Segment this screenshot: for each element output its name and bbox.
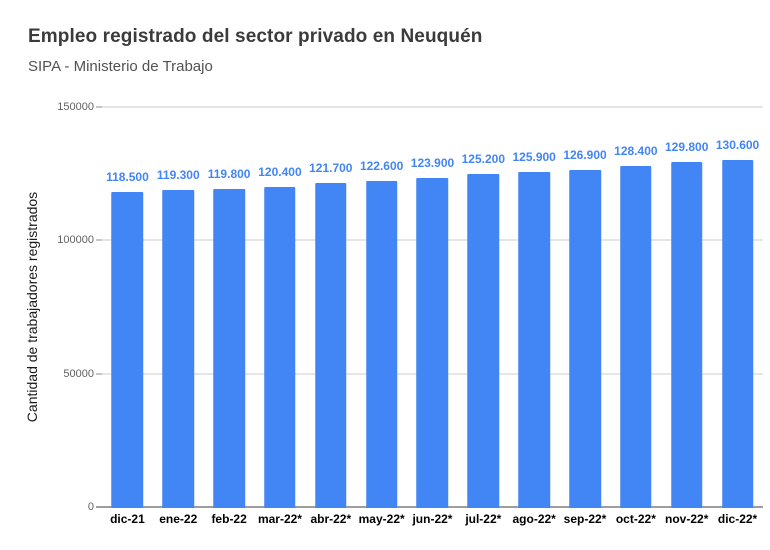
x-axis-label: sep-22*	[563, 512, 607, 526]
y-tick-mark	[96, 239, 102, 242]
bar-value-label: 119.800	[207, 166, 251, 181]
bar-value-label: 125.200	[461, 152, 506, 167]
bar-group: 119.300	[153, 107, 204, 508]
bar-value-label: 128.400	[614, 143, 658, 158]
bar-group: 128.400	[610, 107, 661, 508]
bar	[264, 186, 296, 508]
bar	[111, 192, 144, 508]
bar-group: 123.900	[407, 107, 458, 508]
bar	[416, 177, 449, 508]
x-axis-label: feb-22	[211, 512, 247, 526]
x-axis-label: ene-22	[159, 512, 198, 526]
bar	[620, 165, 652, 508]
x-axis-label: may-22*	[358, 512, 405, 526]
x-axis-label: abr-22*	[310, 512, 352, 526]
plot-area: 118.500 119.300 119.800 120.400 121.700 122.6…	[96, 106, 763, 508]
y-tick-label: 50000	[63, 367, 94, 380]
bar	[721, 159, 754, 508]
y-tick-label: 0	[87, 501, 94, 513]
bar-group: 121.700	[305, 107, 356, 508]
bar-group: 122.600	[356, 107, 407, 508]
x-axis-label: jul-22*	[465, 512, 502, 526]
bar	[569, 169, 601, 508]
x-axis-label: ago-22*	[512, 512, 556, 526]
y-tick-mark	[96, 372, 102, 375]
bar	[315, 183, 347, 508]
bar-group: 119.800	[204, 107, 255, 508]
x-axis-label: jun-22*	[412, 512, 453, 526]
bar-value-label: 125.900	[512, 150, 556, 165]
bar-group: 120.400	[255, 107, 306, 508]
chart-title: Empleo registrado del sector privado en …	[28, 26, 483, 47]
y-tick-label: 150000	[57, 101, 94, 113]
y-tick-mark	[96, 506, 102, 508]
y-tick-label: 100000	[57, 234, 94, 247]
bar-value-label: 130.600	[715, 137, 760, 152]
bar-value-label: 123.900	[410, 155, 455, 170]
x-axis-label: dic-22*	[717, 512, 758, 526]
x-axis-labels: dic-21 ene-22 feb-22 mar-22* abr-22* may-22* j…	[102, 512, 763, 526]
bar-value-label: 129.800	[665, 139, 709, 154]
chart-subtitle: SIPA - Ministerio de Trabajo	[28, 58, 213, 75]
bar	[518, 172, 550, 508]
bar-group: 129.800	[661, 107, 712, 508]
bars: 118.500 119.300 119.800 120.400 121.700 122.6…	[102, 107, 763, 508]
bar-group: 125.200	[458, 107, 509, 508]
bar-value-label: 121.700	[309, 161, 353, 176]
bar	[162, 189, 195, 508]
x-axis-label: mar-22*	[257, 512, 302, 526]
bar-value-label: 126.900	[563, 147, 607, 162]
bar	[670, 161, 703, 508]
y-tick-mark	[96, 106, 102, 108]
bar-value-label: 119.300	[156, 167, 200, 182]
gridline	[102, 106, 763, 108]
x-axis-label: nov-22*	[665, 512, 709, 526]
bar-group: 130.600	[712, 107, 763, 508]
bar	[467, 174, 500, 508]
y-axis-ticks: 0 50000 100000 150000	[36, 101, 94, 513]
bar-value-label: 120.400	[258, 164, 302, 179]
bar-value-label: 122.600	[359, 159, 404, 174]
bar-group: 126.900	[560, 107, 611, 508]
bar-group: 125.900	[509, 107, 560, 508]
bar	[365, 181, 398, 508]
bar-group: 118.500	[102, 107, 153, 508]
x-axis-label: oct-22*	[615, 512, 656, 526]
bar-value-label: 118.500	[106, 170, 149, 184]
bar	[213, 188, 245, 508]
x-axis-label: dic-21	[110, 512, 145, 526]
